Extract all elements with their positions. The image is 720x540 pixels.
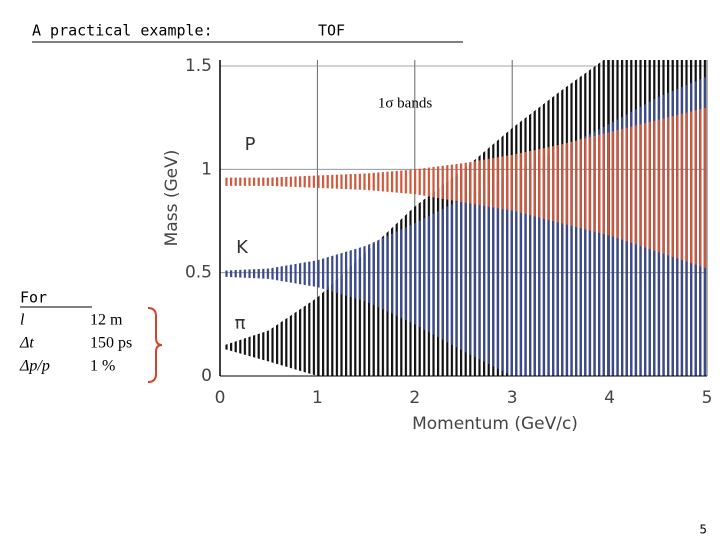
x-tick-label: 4	[604, 388, 615, 408]
param-value: 12 m	[90, 312, 123, 329]
x-tick-label: 1	[312, 388, 323, 408]
plot-area	[224, 60, 707, 376]
series-label: π	[235, 313, 246, 334]
brace	[147, 307, 163, 383]
series-label: K	[236, 237, 249, 258]
y-tick-label: 0.5	[185, 263, 212, 283]
x-tick-label: 5	[702, 388, 713, 408]
param-name: Δp/p	[19, 358, 50, 375]
y-tick-label: 1.5	[185, 56, 212, 76]
x-tick-label: 2	[409, 388, 420, 408]
x-axis-label: Momentum (GeV/c)	[412, 414, 578, 434]
params-heading: For	[20, 289, 47, 307]
x-tick-label: 3	[507, 388, 518, 408]
series-label: P	[245, 134, 256, 155]
param-value: 1 %	[90, 358, 115, 375]
param-name: Δt	[19, 335, 34, 352]
chart: 0 1 2 3 4 5 0 0.5 1 1.5 Momentum (GeV/c) Mass (GeV)…	[162, 56, 713, 434]
sigma-band	[224, 107, 707, 269]
annotation: 1σ bands	[378, 95, 432, 111]
param-value: 150 ps	[90, 335, 132, 352]
y-tick-label: 1	[201, 159, 212, 179]
slide-title: A practical example:	[32, 22, 213, 40]
page-number: 5	[699, 523, 707, 537]
param-name: l	[20, 312, 25, 329]
y-axis-label: Mass (GeV)	[162, 150, 182, 247]
y-tick-label: 0	[201, 366, 212, 386]
slide-subtitle: TOF	[318, 22, 345, 40]
x-tick-label: 0	[215, 388, 226, 408]
